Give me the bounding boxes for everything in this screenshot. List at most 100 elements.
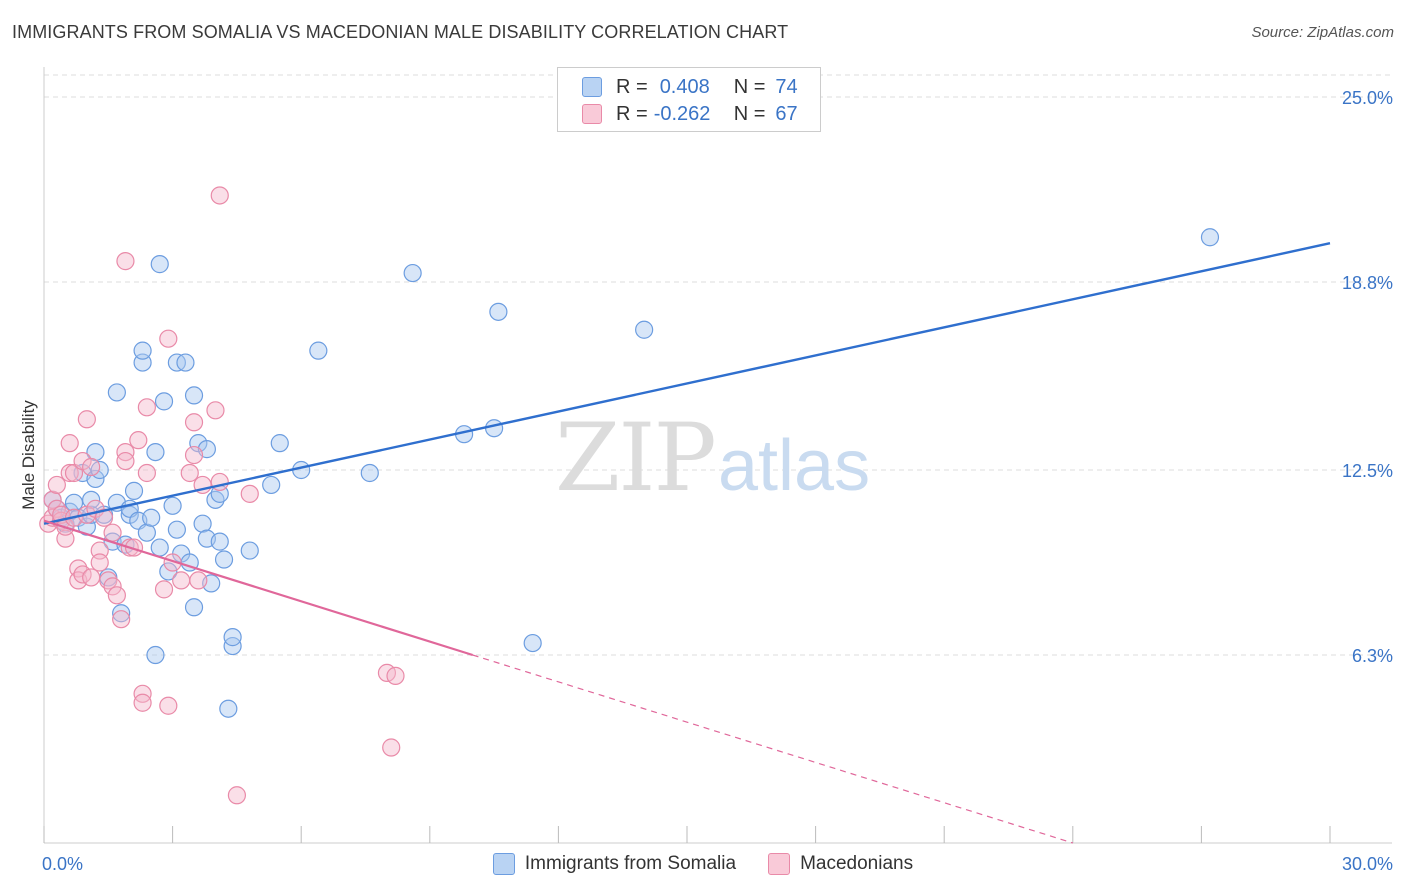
legend-r-label: R =: [616, 75, 648, 98]
somalia-point: [159, 562, 178, 581]
legend-n-label: N =: [733, 75, 766, 98]
x-tick-label: 0.0%: [42, 854, 83, 874]
legend-n-label: N =: [733, 102, 766, 125]
tick-labels: 6.3% 12.5% 18.8% 25.0% 0.0% 30.0%: [42, 88, 1393, 874]
legend-label-somalia: Immigrants from Somalia: [524, 853, 737, 874]
legend-row-somalia: R = 0.408 N = 74: [582, 74, 798, 100]
legend-swatch-blue: [582, 77, 602, 97]
somalia-point: [176, 353, 195, 372]
macedonian-point: [60, 463, 79, 483]
somalia-point: [142, 508, 161, 527]
somalia-point: [262, 475, 281, 495]
macedonian-point: [172, 571, 191, 590]
macedonian-point: [94, 508, 114, 527]
somalia-point: [1200, 228, 1220, 247]
somalia-point: [489, 302, 508, 321]
macedonian-point: [240, 484, 259, 503]
somalia-point: [150, 538, 169, 557]
legend-r-value: 0.408: [659, 75, 710, 98]
macedonian-point: [227, 786, 246, 805]
macedonian-point: [137, 463, 156, 483]
macedonian-point: [133, 693, 152, 712]
watermark: ZIP atlas: [555, 404, 870, 513]
macedonian-point: [82, 568, 101, 587]
somalia-point: [150, 255, 169, 274]
somalia-point: [64, 493, 84, 512]
macedonian-point: [103, 577, 122, 596]
y-tick-label: 6.3%: [1352, 646, 1393, 666]
somalia-point: [403, 263, 422, 283]
macedonian-point: [107, 586, 126, 605]
somalia-point: [146, 442, 165, 462]
series-legend: Immigrants from Somalia Macedonians: [0, 851, 1406, 877]
macedonian-point: [189, 571, 208, 590]
somalia-point: [214, 550, 234, 569]
somalia-point: [86, 469, 105, 489]
somalia-point: [635, 320, 654, 339]
legend-label-macedonians: Macedonians: [800, 853, 914, 874]
axes: [43, 67, 1392, 844]
macedonian-point: [129, 431, 148, 450]
y-tick-label: 18.8%: [1342, 273, 1393, 293]
macedonian-point: [180, 463, 199, 483]
macedonian-point: [90, 553, 109, 572]
macedonian-point: [47, 475, 66, 495]
macedonian-point: [112, 610, 131, 629]
somalia-point: [112, 604, 131, 623]
somalia-point: [184, 598, 204, 617]
macedonian-point: [163, 553, 182, 572]
legend-row-macedonians: R = -0.262 N = 67: [582, 101, 798, 127]
macedonian-point: [210, 186, 229, 205]
somalia-point: [309, 341, 328, 360]
legend-swatch-blue: [492, 853, 515, 875]
somalia-point: [193, 514, 212, 533]
somalia-point: [154, 392, 174, 411]
somalia-point: [184, 386, 204, 405]
somalia-point: [146, 645, 165, 665]
legend-r-value: -0.262: [653, 102, 711, 125]
macedonian-point: [116, 451, 135, 471]
watermark-zip: ZIP: [555, 404, 715, 513]
somalia-point: [210, 532, 229, 551]
watermark-atlas: atlas: [718, 426, 870, 506]
somalia-point: [360, 463, 379, 483]
macedonian-trend-extension: [472, 654, 1073, 844]
macedonian-point: [124, 538, 144, 557]
somalia-point: [86, 442, 105, 462]
y-tick-label: 25.0%: [1342, 88, 1393, 108]
macedonian-point: [154, 580, 174, 599]
somalia-point: [523, 633, 542, 653]
legend-swatch-pink: [768, 853, 791, 875]
stats-legend: R = 0.408 N = 74 R = -0.262 N = 67: [557, 67, 821, 132]
somalia-point: [240, 541, 259, 560]
macedonian-trend-line: [43, 519, 473, 657]
legend-swatch-pink: [582, 104, 602, 124]
legend-n-value: 74: [775, 75, 798, 98]
macedonian-point: [184, 413, 204, 432]
macedonian-point: [137, 398, 156, 417]
somalia-point: [163, 496, 182, 515]
chart-title: IMMIGRANTS FROM SOMALIA VS MACEDONIAN MA…: [12, 22, 789, 42]
macedonian-point: [159, 696, 178, 715]
macedonian-point: [184, 445, 204, 465]
somalia-point: [270, 434, 289, 453]
legend-item-macedonians[interactable]: Macedonians: [768, 853, 913, 875]
macedonian-point: [43, 490, 62, 509]
gridlines: [44, 74, 1392, 656]
somalia-point: [219, 699, 238, 718]
somalia-point: [167, 520, 186, 539]
somalia-point: [137, 523, 156, 542]
source-credit: Source: ZipAtlas.com: [1251, 24, 1394, 41]
somalia-point: [107, 383, 126, 402]
macedonian-point: [82, 457, 101, 477]
legend-item-somalia[interactable]: Immigrants from Somalia: [492, 853, 737, 875]
macedonian-point: [206, 401, 225, 420]
x-tick-label: 30.0%: [1342, 854, 1393, 874]
somalia-point: [124, 481, 144, 500]
macedonian-point: [103, 523, 122, 542]
macedonian-point: [60, 434, 79, 453]
trend-lines: [43, 242, 1331, 844]
legend-n-value: 67: [775, 102, 798, 125]
macedonian-point: [116, 252, 135, 271]
